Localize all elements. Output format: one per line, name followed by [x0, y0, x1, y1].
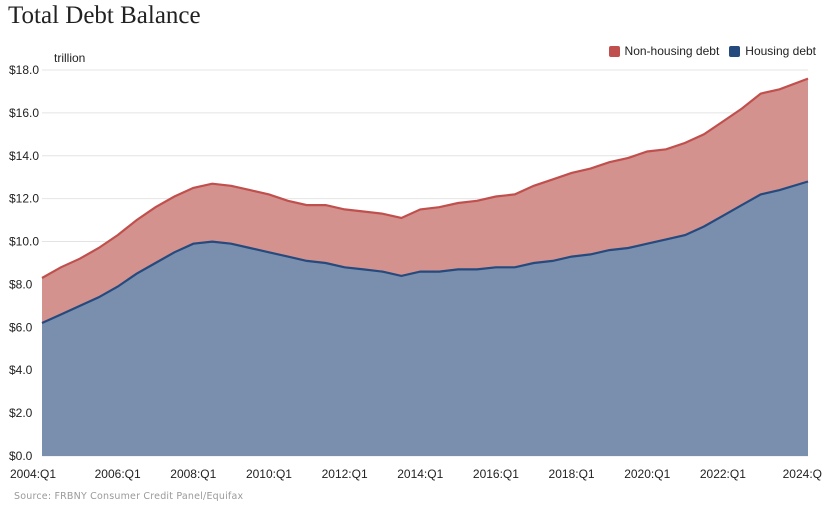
x-tick-label: 2006:Q1 — [95, 467, 141, 481]
non-housing-area — [42, 78, 808, 323]
legend-label-housing: Housing debt — [745, 44, 816, 58]
x-axis-ticks: 2004:Q1 2006:Q1 2008:Q1 2010:Q1 2012:Q1 2014:… — [10, 467, 822, 481]
y-axis-unit-label: trillion — [54, 51, 85, 65]
y-tick-label: $6.0 — [9, 320, 33, 334]
y-tick-label: $8.0 — [9, 277, 33, 291]
y-tick-label: $10.0 — [9, 235, 39, 249]
chart-areas — [41, 77, 809, 456]
legend-swatch-non-housing — [608, 45, 620, 57]
y-tick-label: $12.0 — [9, 192, 39, 206]
x-tick-label: 2018:Q1 — [549, 467, 595, 481]
source-note: Source: FRBNY Consumer Credit Panel/Equi… — [14, 491, 244, 502]
y-tick-label: $2.0 — [9, 406, 33, 420]
y-tick-label: $14.0 — [9, 149, 39, 163]
legend-item-housing: Housing debt — [729, 44, 816, 58]
y-tick-label: $0.0 — [9, 449, 33, 463]
legend-label-non-housing: Non-housing debt — [624, 44, 720, 58]
y-tick-label: $4.0 — [9, 363, 33, 377]
x-tick-label: 2022:Q1 — [700, 467, 746, 481]
total-debt-line — [41, 77, 809, 279]
x-tick-label: 2010:Q1 — [246, 467, 292, 481]
legend-swatch-housing — [729, 45, 741, 57]
x-tick-label: 2008:Q1 — [170, 467, 216, 481]
x-tick-label: 2012:Q1 — [322, 467, 368, 481]
x-tick-label: 2024:Q — [783, 467, 822, 481]
x-tick-label: 2020:Q1 — [624, 467, 670, 481]
y-tick-label: $18.0 — [9, 63, 39, 77]
y-tick-label: $16.0 — [9, 106, 39, 120]
legend-item-non-housing: Non-housing debt — [608, 44, 720, 58]
x-tick-label: 2016:Q1 — [473, 467, 519, 481]
chart-legend: Non-housing debt Housing debt — [608, 44, 816, 58]
housing-debt-line — [41, 180, 809, 325]
y-axis-ticks: $0.0 $2.0 $4.0 $6.0 $8.0 $10.0 $12.0 $14.0 $16.0… — [9, 63, 39, 463]
x-tick-label: 2004:Q1 — [10, 467, 56, 481]
x-tick-label: 2014:Q1 — [397, 467, 443, 481]
chart-title: Total Debt Balance — [8, 2, 201, 29]
